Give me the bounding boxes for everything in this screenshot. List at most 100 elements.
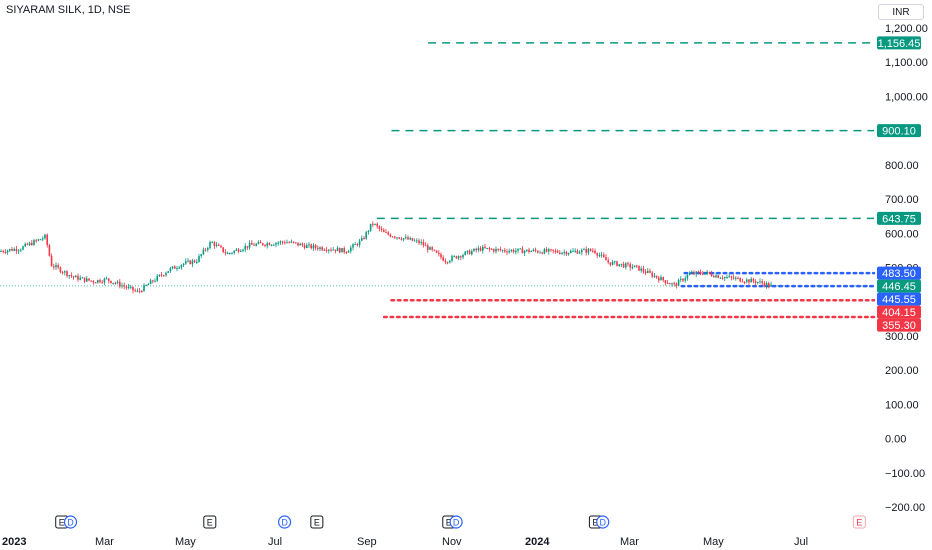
candle-down bbox=[737, 277, 739, 279]
candle-up bbox=[561, 252, 563, 254]
candle-down bbox=[669, 283, 671, 285]
candle-up bbox=[620, 263, 623, 265]
candle-down bbox=[627, 263, 629, 265]
candle-up bbox=[306, 245, 308, 249]
candle-down bbox=[636, 265, 638, 267]
candle-up bbox=[136, 290, 139, 292]
candle-down bbox=[94, 282, 97, 284]
candle-up bbox=[44, 234, 46, 239]
candle-up bbox=[704, 273, 706, 275]
candle-up bbox=[374, 224, 376, 226]
candle-up bbox=[165, 272, 167, 276]
candle-down bbox=[108, 278, 110, 281]
y-tick-label: 300.00 bbox=[885, 331, 919, 343]
candle-down bbox=[730, 276, 733, 278]
candle-down bbox=[314, 245, 317, 248]
candle-down bbox=[427, 245, 429, 250]
candle-up bbox=[319, 247, 321, 250]
dividend-badge[interactable]: D bbox=[596, 515, 610, 529]
candle-down bbox=[534, 249, 537, 251]
candle-up bbox=[233, 250, 235, 253]
candle-up bbox=[171, 266, 174, 269]
candle-down bbox=[398, 237, 400, 239]
price-tag-label: 483.50 bbox=[882, 268, 916, 280]
candle-up bbox=[22, 246, 24, 250]
y-tick-label: 600.00 bbox=[885, 228, 919, 240]
y-axis[interactable]: 1,200.001,100.001,000.00900.00800.00700.… bbox=[885, 23, 928, 514]
price-tag-label: 1,156.45 bbox=[878, 38, 921, 50]
candle-up bbox=[367, 230, 370, 232]
candle-down bbox=[66, 271, 68, 276]
candle-up bbox=[352, 244, 354, 248]
candle-down bbox=[651, 272, 653, 277]
candle-up bbox=[724, 276, 726, 279]
candle-down bbox=[438, 252, 440, 255]
candle-up bbox=[543, 249, 546, 254]
candle-up bbox=[242, 249, 244, 251]
candle-up bbox=[473, 248, 475, 252]
candle-up bbox=[147, 284, 150, 286]
candle-down bbox=[160, 274, 163, 276]
earnings-badge[interactable]: E bbox=[203, 515, 217, 529]
candle-down bbox=[35, 240, 37, 242]
svg-text:E: E bbox=[59, 518, 65, 528]
candle-down bbox=[301, 243, 304, 246]
earnings-badge[interactable]: E bbox=[852, 515, 866, 529]
candle-up bbox=[361, 238, 363, 241]
candle-down bbox=[400, 238, 403, 240]
candle-up bbox=[81, 277, 84, 279]
candle-down bbox=[411, 238, 414, 241]
candle-down bbox=[594, 250, 596, 254]
candle-down bbox=[77, 275, 79, 280]
candle-up bbox=[523, 250, 526, 254]
candle-up bbox=[68, 275, 70, 277]
candle-up bbox=[614, 261, 616, 263]
candle-down bbox=[343, 248, 345, 253]
candle-up bbox=[55, 265, 57, 268]
candle-down bbox=[552, 249, 554, 251]
candle-up bbox=[684, 278, 686, 281]
price-tag bbox=[877, 124, 921, 138]
candle-down bbox=[675, 283, 678, 286]
candle-down bbox=[541, 252, 543, 254]
candle-down bbox=[662, 277, 664, 281]
price-tag-label: 404.15 bbox=[882, 307, 916, 319]
candle-down bbox=[673, 283, 675, 285]
candle-down bbox=[460, 256, 462, 258]
dividend-badge[interactable]: D bbox=[277, 515, 292, 529]
candle-up bbox=[33, 240, 35, 246]
candle-down bbox=[339, 247, 341, 253]
currency-button[interactable]: INR bbox=[878, 4, 924, 20]
candle-up bbox=[508, 250, 510, 253]
price-tags: 1,156.45 900.10 643.75 483.50446.45445.5540… bbox=[877, 36, 921, 332]
x-tick-label: Sep bbox=[357, 536, 377, 548]
candle-up bbox=[770, 284, 772, 287]
candle-down bbox=[763, 283, 766, 287]
candle-up bbox=[64, 271, 66, 273]
candle-up bbox=[495, 248, 497, 252]
candle-down bbox=[585, 249, 587, 253]
dividend-badge[interactable]: D bbox=[63, 515, 78, 529]
candle-down bbox=[220, 245, 222, 248]
candle-down bbox=[622, 263, 625, 268]
candle-up bbox=[413, 240, 416, 242]
candle-up bbox=[277, 242, 279, 244]
price-tag bbox=[877, 305, 921, 319]
candle-down bbox=[490, 248, 493, 250]
earnings-badge[interactable]: E bbox=[310, 515, 324, 529]
candle-up bbox=[453, 256, 455, 258]
candle-down bbox=[504, 250, 506, 252]
candle-up bbox=[570, 250, 572, 253]
candle-up bbox=[471, 251, 473, 255]
x-axis[interactable]: 2023 Mar May Jul Sep Nov 2024 Mar May Jul bbox=[2, 536, 808, 548]
price-tag bbox=[877, 36, 921, 50]
candle-up bbox=[765, 283, 768, 287]
x-tick-label: May bbox=[175, 536, 196, 548]
candle-down bbox=[345, 252, 348, 254]
dividend-badge[interactable]: D bbox=[449, 515, 463, 529]
candle-down bbox=[2, 250, 4, 252]
candle-up bbox=[369, 223, 372, 231]
candle-up bbox=[567, 252, 570, 255]
